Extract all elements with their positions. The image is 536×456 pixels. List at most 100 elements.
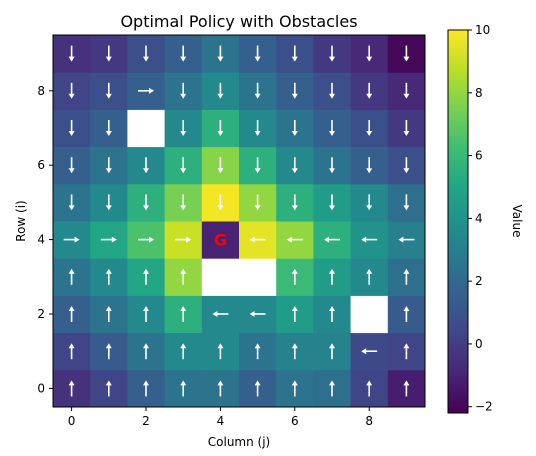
policy-arrow-down <box>254 45 261 62</box>
policy-arrow-down <box>291 157 298 174</box>
policy-arrow-up <box>180 306 187 322</box>
policy-arrow-right <box>63 236 80 243</box>
policy-arrow-down <box>366 157 373 174</box>
colorbar-ticks: −2 0 2 4 6 8 10 <box>468 23 493 414</box>
policy-arrow-down <box>68 45 75 62</box>
policy-arrow-down <box>217 45 224 62</box>
colorbar-tick-label: 0 <box>475 337 483 351</box>
policy-arrow-left <box>324 236 340 243</box>
policy-arrow-down <box>366 120 373 136</box>
x-tick-label: 6 <box>291 414 299 428</box>
policy-arrow-up <box>291 268 298 285</box>
obstacle-cell <box>127 109 166 148</box>
policy-arrow-down <box>68 82 75 99</box>
policy-arrow-up <box>68 380 75 397</box>
y-axis-label: Row (i) <box>14 200 28 241</box>
policy-arrow-up <box>403 380 410 397</box>
x-tick-label: 4 <box>217 414 225 428</box>
goal-marker: G <box>214 231 227 250</box>
y-axis-ticks: 0 2 4 6 8 <box>37 84 53 395</box>
policy-arrow-right <box>138 87 154 94</box>
policy-arrow-down <box>254 194 261 211</box>
policy-arrow-up <box>68 343 75 360</box>
colorbar-tick-label: 8 <box>475 86 483 100</box>
policy-arrow-up <box>180 380 187 397</box>
policy-arrow-down <box>143 157 149 174</box>
x-tick-label: 8 <box>365 414 373 428</box>
goal-layer: G <box>214 231 227 250</box>
policy-arrow-up <box>105 343 112 360</box>
policy-arrow-up <box>329 343 335 360</box>
policy-arrow-up <box>291 343 298 360</box>
policy-arrow-down <box>105 120 112 136</box>
policy-arrow-down <box>403 45 410 62</box>
policy-arrow-up <box>403 268 410 285</box>
colorbar-tick-label: 4 <box>475 211 483 225</box>
policy-arrow-down <box>291 194 298 211</box>
policy-arrow-right <box>138 236 154 243</box>
policy-arrow-down <box>329 157 335 174</box>
policy-arrow-up <box>105 380 112 397</box>
policy-arrow-left <box>361 236 378 243</box>
policy-arrow-down <box>180 82 187 99</box>
x-tick-label: 0 <box>68 414 76 428</box>
policy-arrow-left <box>361 348 378 355</box>
colorbar-tick-label: 6 <box>475 149 483 163</box>
policy-arrow-down <box>291 45 298 62</box>
policy-arrow-down <box>366 194 373 211</box>
policy-arrow-down <box>254 82 261 99</box>
policy-arrow-down <box>180 45 187 62</box>
policy-arrow-down <box>143 45 149 62</box>
policy-arrow-left <box>249 236 266 243</box>
policy-arrow-up <box>291 306 298 322</box>
policy-arrow-down <box>403 194 410 211</box>
policy-arrow-down <box>291 120 298 136</box>
policy-arrow-down <box>180 194 187 211</box>
policy-arrow-down <box>403 157 410 174</box>
policy-arrow-up <box>403 306 410 322</box>
obstacle-cell <box>239 258 277 296</box>
chart-title: Optimal Policy with Obstacles <box>120 12 357 31</box>
policy-arrow-down <box>105 157 112 174</box>
colorbar-label: Value <box>510 205 524 238</box>
policy-arrow-down <box>329 82 335 99</box>
policy-arrow-down <box>68 194 75 211</box>
policy-arrow-down <box>329 45 335 62</box>
policy-arrow-up <box>291 380 298 397</box>
policy-arrow-up <box>180 343 187 360</box>
policy-arrow-down <box>254 120 261 136</box>
policy-arrow-down <box>366 45 373 62</box>
policy-arrow-down <box>217 82 224 99</box>
y-tick-label: 0 <box>37 381 45 395</box>
obstacle-cell <box>350 295 389 334</box>
policy-arrow-left <box>212 311 229 317</box>
policy-arrow-down <box>329 120 335 136</box>
policy-arrow-up <box>180 268 187 285</box>
policy-arrow-up <box>329 268 335 285</box>
y-tick-label: 8 <box>37 84 45 98</box>
policy-arrow-down <box>180 120 187 136</box>
colorbar-tick-label: 10 <box>475 23 490 37</box>
policy-arrow-up <box>105 268 112 285</box>
policy-arrow-up <box>143 268 149 285</box>
policy-arrow-up <box>143 380 149 397</box>
policy-arrow-left <box>398 236 415 243</box>
colorbar <box>447 29 469 414</box>
policy-arrow-up <box>254 343 261 360</box>
heatmap-cell <box>201 221 240 259</box>
policy-arrow-down <box>291 82 298 99</box>
policy-arrow-up <box>366 268 373 285</box>
policy-arrow-up <box>105 306 112 322</box>
policy-arrow-up <box>403 343 410 360</box>
y-tick-label: 6 <box>37 158 45 172</box>
y-tick-label: 2 <box>37 307 45 321</box>
x-axis-label: Column (j) <box>208 435 270 449</box>
policy-arrow-right <box>175 236 192 243</box>
policy-arrow-right <box>100 236 117 243</box>
y-tick-label: 4 <box>37 233 45 247</box>
policy-arrow-up <box>143 306 149 322</box>
policy-arrow-down <box>403 82 410 99</box>
policy-arrow-up <box>217 343 224 360</box>
policy-arrow-up <box>68 306 75 322</box>
